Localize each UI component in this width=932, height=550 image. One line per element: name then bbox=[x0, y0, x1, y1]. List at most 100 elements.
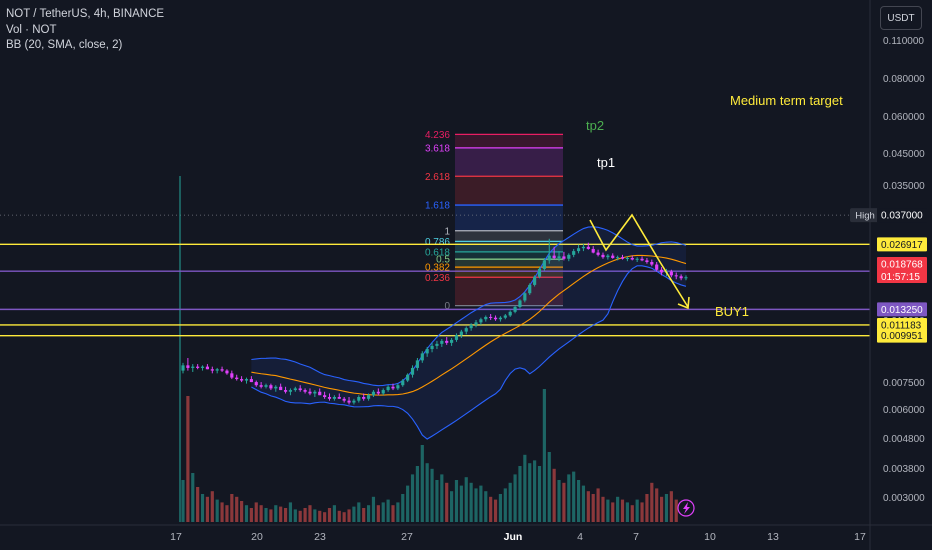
volume-bar bbox=[601, 496, 605, 522]
bollinger-bands bbox=[251, 226, 687, 440]
candle-body bbox=[220, 369, 224, 371]
horizontal-levels[interactable] bbox=[0, 176, 870, 522]
candle-body bbox=[391, 386, 395, 389]
candle-body bbox=[337, 396, 341, 399]
volume-bar bbox=[493, 499, 498, 522]
candle-body bbox=[435, 343, 439, 346]
volume-bar bbox=[528, 463, 532, 522]
lightning-icon-bolt bbox=[683, 502, 690, 514]
legend-symbol[interactable]: NOT / TetherUS, 4h, BINANCE bbox=[6, 8, 165, 20]
bollinger-lower bbox=[251, 265, 687, 440]
candle-body bbox=[557, 256, 561, 258]
volume-bar bbox=[547, 452, 551, 522]
volume-bar bbox=[557, 480, 561, 522]
projection-path bbox=[589, 213, 689, 308]
lightning-icon bbox=[677, 499, 695, 517]
candle-body bbox=[625, 257, 629, 259]
volume-bar bbox=[620, 499, 625, 522]
high-tag-bg bbox=[850, 208, 880, 223]
candle-body bbox=[386, 386, 390, 391]
fib-zone bbox=[455, 230, 563, 242]
fib-level-label: 0.236 bbox=[425, 273, 450, 284]
volume-bar bbox=[386, 499, 390, 522]
legend-bollinger[interactable]: BB (20, SMA, close, 2) bbox=[6, 39, 123, 51]
volume-bar bbox=[591, 494, 595, 522]
zigzag-projection[interactable] bbox=[589, 213, 695, 517]
candle-body bbox=[552, 255, 556, 258]
time-axis[interactable]: 17 20 23 27 Jun 4 7 10 13 17 bbox=[0, 524, 932, 543]
candle-body bbox=[601, 254, 605, 258]
annotations[interactable]: Medium term target tp2 tp1 BUY1 bbox=[586, 93, 843, 319]
candle-body bbox=[357, 396, 361, 401]
time-tick: 17 bbox=[854, 531, 866, 543]
candle-body bbox=[454, 335, 459, 340]
currency-button[interactable]: USDT bbox=[880, 6, 922, 30]
candlesticks bbox=[181, 238, 688, 405]
volume-bar bbox=[313, 509, 317, 522]
candle-body bbox=[352, 400, 356, 403]
volume-bar bbox=[586, 491, 590, 522]
price-tick: 0.080000 bbox=[883, 74, 925, 85]
fib-level-label: 1 bbox=[444, 226, 450, 237]
candle-body bbox=[279, 386, 283, 391]
volume-bar bbox=[567, 474, 571, 522]
candle-body bbox=[401, 380, 405, 386]
price-label: 0.018768 bbox=[881, 260, 923, 271]
candle-body bbox=[586, 246, 590, 249]
volume-bar bbox=[410, 474, 415, 522]
candle-body bbox=[200, 366, 205, 368]
candle-body bbox=[669, 271, 673, 276]
volume-bar bbox=[308, 505, 312, 522]
candle-body bbox=[430, 345, 434, 350]
price-tick: 0.003800 bbox=[883, 464, 925, 475]
volume-bar bbox=[454, 480, 459, 522]
candle-body bbox=[464, 328, 468, 332]
price-label-bg bbox=[877, 237, 927, 252]
volume-bar bbox=[230, 494, 234, 522]
volume-bar bbox=[464, 477, 468, 522]
fibonacci-extension[interactable]: 4.2363.6182.6181.61810.7860.6180.50.3820… bbox=[425, 130, 563, 312]
volume-bar bbox=[445, 482, 449, 522]
candle-body bbox=[293, 388, 297, 391]
candle-body bbox=[523, 293, 527, 301]
volume-bar bbox=[347, 509, 351, 522]
volume-bar bbox=[674, 499, 678, 522]
bollinger-basis bbox=[251, 254, 687, 396]
volume-bar bbox=[664, 494, 669, 522]
volume-bar bbox=[318, 510, 322, 522]
price-label-bg bbox=[877, 328, 927, 343]
time-tick: 10 bbox=[704, 531, 716, 543]
candle-body bbox=[181, 365, 185, 371]
candle-body bbox=[655, 264, 659, 270]
volume-bar bbox=[298, 510, 302, 522]
volume-bar bbox=[186, 396, 190, 522]
volume-bar bbox=[581, 485, 586, 522]
price-axis[interactable]: 0.110000 0.080000 0.060000 0.045000 0.035000… bbox=[850, 0, 927, 550]
volume-bar bbox=[381, 502, 385, 522]
volume-bar bbox=[537, 466, 542, 522]
price-label: 0.026917 bbox=[881, 240, 923, 251]
price-tick: 0.003000 bbox=[883, 493, 925, 504]
price-label-bg bbox=[877, 208, 927, 223]
candle-body bbox=[410, 367, 415, 375]
candle-body bbox=[186, 365, 190, 368]
legend-volume[interactable]: Vol · NOT bbox=[6, 23, 57, 36]
price-tick: 0.060000 bbox=[883, 112, 925, 123]
price-tick: 0.007500 bbox=[883, 378, 925, 389]
volume-bar bbox=[440, 474, 444, 522]
volume-bar bbox=[523, 454, 527, 522]
volume-bar bbox=[200, 494, 205, 522]
volume-bar bbox=[406, 485, 410, 522]
candle-body bbox=[381, 390, 385, 394]
candle-body bbox=[308, 391, 312, 394]
volume-bar bbox=[357, 502, 361, 522]
candle-body bbox=[528, 284, 532, 294]
volume-bar bbox=[606, 499, 610, 522]
candle-body bbox=[537, 268, 542, 277]
volume-bar bbox=[669, 491, 673, 522]
fib-level-label: 0.618 bbox=[425, 247, 450, 258]
candle-body bbox=[376, 391, 380, 394]
volume-bar bbox=[205, 496, 210, 522]
time-tick: 7 bbox=[633, 531, 639, 543]
